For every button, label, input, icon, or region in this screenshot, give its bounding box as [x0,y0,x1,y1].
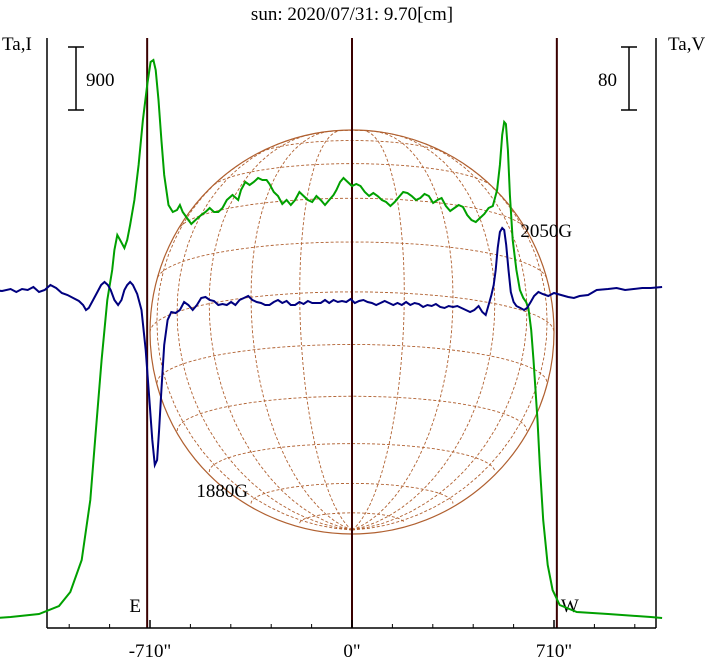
sun-meridian [351,131,454,531]
left-axis-label: Ta,I [2,34,32,55]
annotations: 1880G 2050G [196,221,572,502]
sun-meridian [351,130,405,531]
series-line-polarization [0,226,663,469]
sun-parallel [156,344,548,384]
x-tick-label: 710" [536,641,572,662]
annotation-label: 2050G [520,221,572,242]
right-axis-label: Ta,V [668,34,705,55]
sun-meridian [176,138,353,531]
series-line-intensity [0,58,663,619]
sun-meridian [351,132,496,531]
right-scale-bar: 80 [598,46,637,111]
limb-label: E [129,596,141,617]
chart-title: sun: 2020/07/31: 9.70[cm] [251,4,453,25]
right-scale-bar-value: 80 [598,70,617,91]
left-scale-bar: 900 [68,46,115,111]
x-tick-label: 0" [343,641,360,662]
sun-parallel [299,512,405,524]
sun-parallel [176,395,528,432]
sun-meridian [250,131,353,531]
x-tick-label: -710" [129,641,172,662]
x-axis: -1420"-710"0"710"1420" [46,38,657,662]
sun-meridian [351,138,528,531]
annotation-label: 1880G [196,481,248,502]
left-scale-bar-value: 900 [86,70,115,91]
sun-meridian [208,132,353,531]
sun-meridian [299,130,353,531]
